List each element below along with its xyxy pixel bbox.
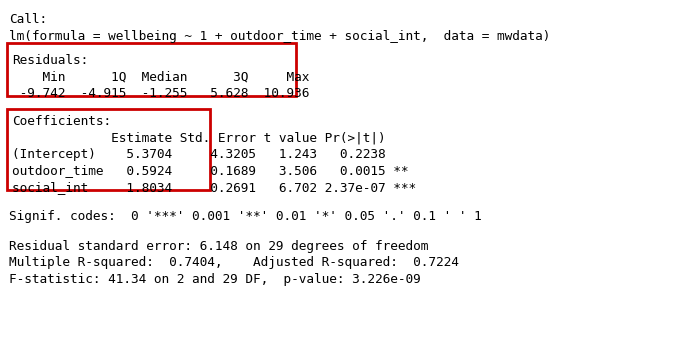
Text: Multiple R-squared:  0.7404,    Adjusted R-squared:  0.7224: Multiple R-squared: 0.7404, Adjusted R-s… bbox=[9, 256, 459, 269]
Text: F-statistic: 41.34 on 2 and 29 DF,  p-value: 3.226e-09: F-statistic: 41.34 on 2 and 29 DF, p-val… bbox=[9, 273, 421, 286]
Text: social_int     1.8034     0.2691   6.702 2.37e-07 ***: social_int 1.8034 0.2691 6.702 2.37e-07 … bbox=[12, 181, 416, 194]
Text: lm(formula = wellbeing ~ 1 + outdoor_time + social_int,  data = mwdata): lm(formula = wellbeing ~ 1 + outdoor_tim… bbox=[9, 30, 550, 43]
Text: Residuals:: Residuals: bbox=[12, 54, 89, 67]
Text: -9.742  -4.915  -1.255   5.628  10.936: -9.742 -4.915 -1.255 5.628 10.936 bbox=[12, 87, 310, 100]
Text: (Intercept)    5.3704     4.3205   1.243   0.2238: (Intercept) 5.3704 4.3205 1.243 0.2238 bbox=[12, 148, 416, 161]
Text: Estimate Std. Error t value Pr(>|t|): Estimate Std. Error t value Pr(>|t|) bbox=[12, 131, 416, 144]
Text: Min      1Q  Median      3Q     Max: Min 1Q Median 3Q Max bbox=[12, 71, 310, 84]
Text: outdoor_time   0.5924     0.1689   3.506   0.0015 **: outdoor_time 0.5924 0.1689 3.506 0.0015 … bbox=[12, 164, 416, 177]
Text: Signif. codes:  0 '***' 0.001 '**' 0.01 '*' 0.05 '.' 0.1 ' ' 1: Signif. codes: 0 '***' 0.001 '**' 0.01 '… bbox=[9, 210, 482, 223]
Text: Coefficients:: Coefficients: bbox=[12, 115, 112, 128]
Text: Call:: Call: bbox=[9, 13, 47, 26]
Text: Residual standard error: 6.148 on 29 degrees of freedom: Residual standard error: 6.148 on 29 deg… bbox=[9, 240, 428, 253]
